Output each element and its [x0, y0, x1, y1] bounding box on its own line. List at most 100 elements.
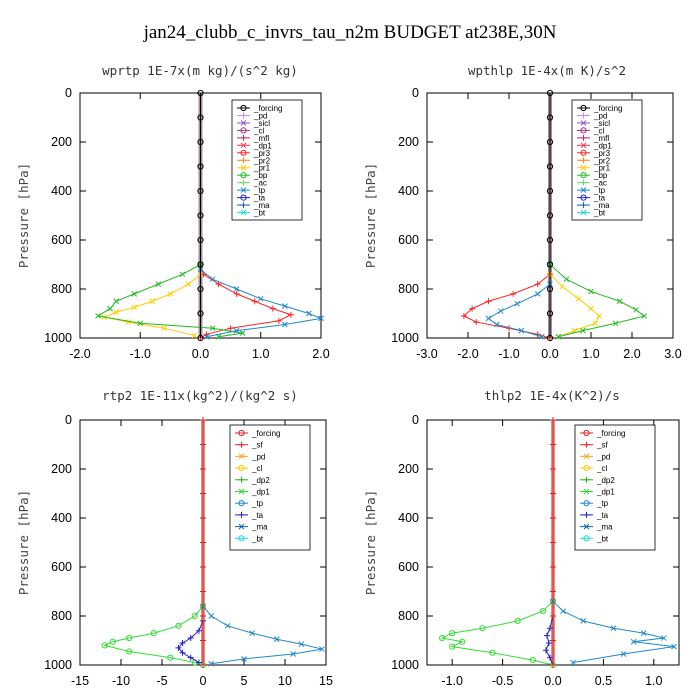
data-point — [251, 298, 258, 305]
y-tick-label: 0 — [412, 86, 419, 100]
x-tick-label: -1.0 — [441, 674, 463, 688]
panel-title: rtp2 1E-11x(kg^2)/(kg^2 s) — [102, 388, 298, 403]
panel-title: wprtp 1E-7x(m kg)/(s^2 kg) — [102, 63, 298, 78]
data-point — [620, 651, 627, 657]
x-tick-label: 1.0 — [252, 347, 269, 361]
legend: _forcing_pd_sicl_cl_mfl_dp1_pr3_pr2_pr1_… — [231, 99, 303, 221]
y-tick-label: 0 — [65, 413, 72, 427]
y-axis-label: Pressure [hPa] — [363, 490, 378, 595]
data-point — [538, 333, 545, 340]
y-tick-label: 600 — [51, 233, 72, 247]
legend-label: _pd — [251, 452, 265, 461]
x-tick-label: 10 — [278, 674, 292, 688]
legend-marker — [240, 104, 247, 112]
legend-label: _ac — [253, 179, 267, 188]
legend-marker — [238, 523, 245, 530]
legend-marker — [580, 112, 587, 119]
x-tick-label: -2.0 — [69, 347, 91, 361]
data-point — [197, 285, 204, 293]
data-point — [550, 564, 556, 570]
data-point — [131, 291, 138, 297]
data-point — [197, 138, 204, 146]
data-point — [546, 212, 554, 219]
legend-marker — [240, 179, 247, 186]
legend-label: _tp — [593, 186, 606, 195]
data-point — [197, 187, 204, 195]
data-point — [596, 313, 603, 319]
data-point — [155, 281, 162, 287]
data-point — [107, 305, 113, 312]
data-point — [550, 539, 556, 546]
data-point — [197, 114, 204, 121]
data-point — [197, 89, 204, 97]
legend-marker — [240, 202, 247, 209]
y-tick-label: 600 — [51, 560, 72, 574]
legend-marker — [583, 476, 590, 483]
data-point — [459, 638, 466, 645]
y-tick-label: 1000 — [391, 331, 419, 345]
legend-label: _mfl — [593, 134, 609, 143]
data-point — [469, 305, 476, 312]
data-point — [197, 261, 204, 268]
legend-label: _ta — [593, 194, 606, 203]
data-point — [546, 187, 554, 195]
data-point — [485, 315, 492, 322]
legend-label: _ta — [253, 194, 266, 203]
legend-label: _sf — [251, 441, 263, 450]
legend-label: _pr2 — [593, 156, 611, 165]
data-point — [563, 276, 570, 283]
data-point — [208, 613, 215, 619]
data-point — [592, 320, 598, 327]
data-point — [550, 490, 556, 497]
data-point — [101, 642, 108, 649]
series-line-pr1 — [102, 273, 201, 337]
legend-marker — [238, 535, 245, 542]
x-tick-label: 15 — [319, 674, 333, 688]
data-point — [233, 286, 240, 292]
data-point — [588, 305, 594, 312]
series-line-ta — [177, 620, 204, 663]
legend-marker — [580, 127, 587, 134]
data-point — [179, 271, 186, 278]
legend-label: _bp — [593, 171, 608, 180]
data-point — [518, 327, 525, 334]
data-point — [550, 417, 556, 423]
data-point — [113, 309, 120, 316]
legend-marker — [580, 149, 587, 156]
data-point — [543, 632, 550, 639]
data-point — [610, 625, 617, 632]
data-point — [641, 313, 648, 319]
y-axis-label: Pressure [hPa] — [16, 163, 31, 268]
legend-label: _cl — [251, 464, 262, 473]
legend-marker — [238, 429, 245, 437]
x-tick-label: -10 — [112, 674, 130, 688]
data-point — [200, 441, 206, 448]
legend-label: _forcing — [251, 429, 280, 438]
data-point — [200, 613, 206, 619]
legend-marker — [583, 429, 590, 437]
panel-title: wpthlp 1E-4x(m K)/s^2 — [468, 63, 626, 78]
legend-label: _pr3 — [593, 149, 611, 158]
data-point — [550, 588, 556, 595]
data-point — [460, 312, 467, 319]
x-tick-label: 0.5 — [595, 674, 612, 688]
legend-label: _mfl — [253, 134, 269, 143]
chart-panel-3: rtp2 1E-11x(kg^2)/(kg^2 s) Pressure [hPa]… — [16, 388, 333, 688]
x-tick-label: 2.0 — [623, 347, 640, 361]
data-point — [109, 638, 116, 645]
data-point — [197, 310, 204, 317]
x-tick-label: 3.0 — [664, 347, 681, 361]
legend-label: _pd — [253, 111, 267, 120]
data-point — [318, 315, 324, 322]
legend-label: _bt — [251, 534, 264, 543]
data-point — [239, 330, 246, 336]
data-point — [161, 325, 168, 332]
legend-marker — [580, 194, 587, 201]
data-point — [550, 613, 556, 619]
data-point — [546, 236, 554, 244]
data-point — [200, 417, 206, 423]
x-tick-label: 1.0 — [582, 347, 599, 361]
legend-marker — [240, 172, 247, 179]
data-point — [126, 634, 133, 642]
